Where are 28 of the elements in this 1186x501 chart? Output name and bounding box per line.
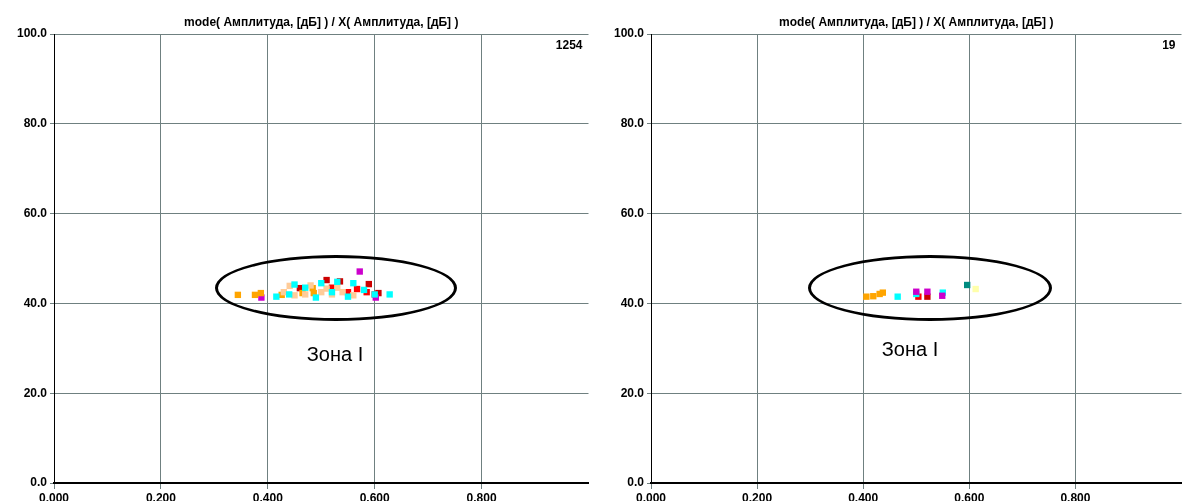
y-tick-label: 80.0	[23, 116, 48, 131]
x-tick-label: 0.400	[252, 490, 284, 501]
x-tick-label: 0.600	[359, 490, 391, 501]
y-tick-label: 0.0	[30, 475, 48, 490]
y-tick-label: 20.0	[23, 385, 48, 400]
x-tick-label: 0.800	[466, 490, 497, 501]
x-tick-label: 0.000	[38, 490, 70, 501]
x-tick-label: 0.200	[145, 490, 177, 501]
chart-title: mode( Амплитуда, [дБ] ) / X( Амплитуда, [дБ] )	[184, 15, 459, 29]
x-tick-label: 0.400	[848, 490, 879, 501]
x-tick-label: 0.200	[742, 490, 773, 501]
y-tick-label: 40.0	[23, 295, 48, 310]
annotation: Зона I	[881, 337, 939, 360]
x-tick-label: 0.000	[635, 490, 667, 501]
y-tick-label: 20.0	[620, 385, 645, 400]
y-tick-label: 40.0	[620, 295, 645, 310]
y-tick-label: 80.0	[620, 116, 645, 131]
x-tick-label: 0.800	[1060, 490, 1091, 501]
annotation: 1254	[555, 38, 583, 53]
y-tick-label: 0.0	[627, 475, 645, 490]
annotation: Зона I	[306, 342, 364, 365]
y-tick-label: 100.0	[613, 26, 645, 41]
chart-title: mode( Амплитуда, [дБ] ) / X( Амплитуда, [дБ] )	[779, 15, 1054, 29]
y-tick-label: 100.0	[16, 26, 48, 41]
annotation: 19	[1162, 38, 1176, 53]
x-tick-label: 0.600	[954, 490, 985, 501]
y-tick-label: 60.0	[23, 205, 48, 220]
y-tick-label: 60.0	[620, 205, 645, 220]
